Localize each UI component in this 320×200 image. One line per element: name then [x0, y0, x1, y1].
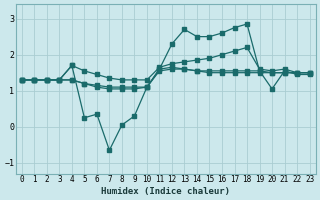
X-axis label: Humidex (Indice chaleur): Humidex (Indice chaleur)	[101, 187, 230, 196]
